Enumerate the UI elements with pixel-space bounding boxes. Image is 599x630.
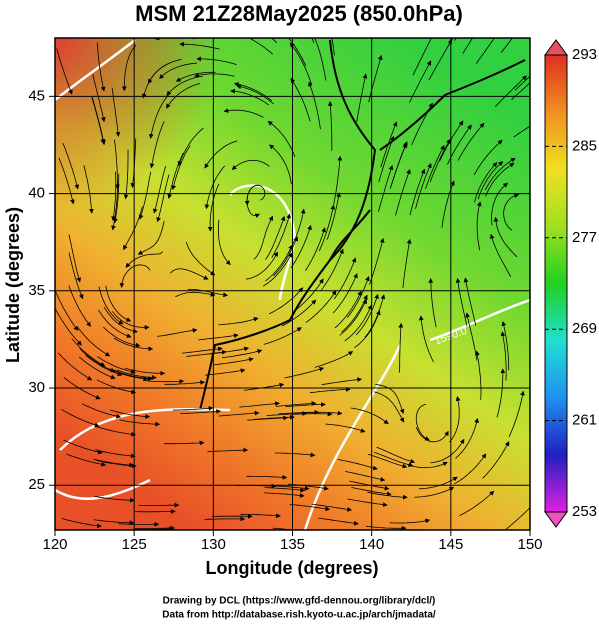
- footer-line: Data from http://database.rish.kyoto-u.a…: [162, 610, 436, 621]
- y-tick-label: 40: [28, 185, 45, 202]
- colorbar-bottom-arrow: [545, 512, 567, 527]
- y-tick-label: 30: [28, 379, 45, 396]
- x-tick-label: 125: [122, 536, 147, 553]
- y-tick-label: 45: [28, 87, 45, 104]
- plot-area: 1590.0: [55, 0, 549, 532]
- y-tick-label: 35: [28, 282, 45, 299]
- colorbar-tick-label: 269: [572, 320, 597, 337]
- colorbar-tick-label: 261: [572, 412, 597, 429]
- x-tick-label: 145: [438, 536, 463, 553]
- colorbar-tick-label: 253: [572, 503, 597, 520]
- colorbar-tick-label: 293: [572, 46, 597, 63]
- colorbar-tick-label: 277: [572, 229, 597, 246]
- footer-line: Drawing by DCL (https://www.gfd-dennou.o…: [163, 596, 436, 607]
- x-tick-label: 120: [42, 536, 67, 553]
- y-tick-label: 25: [28, 476, 45, 493]
- colorbar-body: [545, 55, 567, 512]
- colorbar-top-arrow: [545, 40, 567, 55]
- colorbar-tick-label: 285: [572, 137, 597, 154]
- streamline: [135, 511, 175, 512]
- x-tick-label: 135: [280, 536, 305, 553]
- title: MSM 21Z28May2025 (850.0hPa): [135, 1, 463, 26]
- colorbar: 253 261 269 277 285 293: [545, 40, 597, 527]
- y-axis-label: Latitude (degrees): [3, 207, 23, 363]
- x-axis-label: Longitude (degrees): [205, 558, 378, 578]
- x-tick-label: 150: [517, 536, 542, 553]
- x-tick-label: 130: [201, 536, 226, 553]
- x-tick-label: 140: [359, 536, 384, 553]
